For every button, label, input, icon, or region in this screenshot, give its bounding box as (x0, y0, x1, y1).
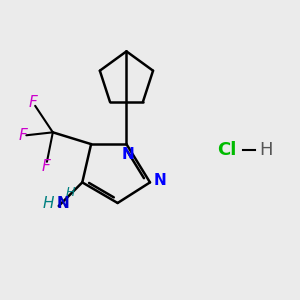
Text: N: N (122, 147, 134, 162)
Text: N: N (154, 173, 167, 188)
Text: H: H (260, 141, 273, 159)
Text: H: H (66, 186, 75, 199)
Text: N: N (57, 196, 70, 211)
Text: Cl: Cl (217, 141, 236, 159)
Text: F: F (19, 128, 28, 143)
Text: H: H (43, 196, 54, 211)
Text: F: F (28, 95, 37, 110)
Text: F: F (41, 159, 50, 174)
